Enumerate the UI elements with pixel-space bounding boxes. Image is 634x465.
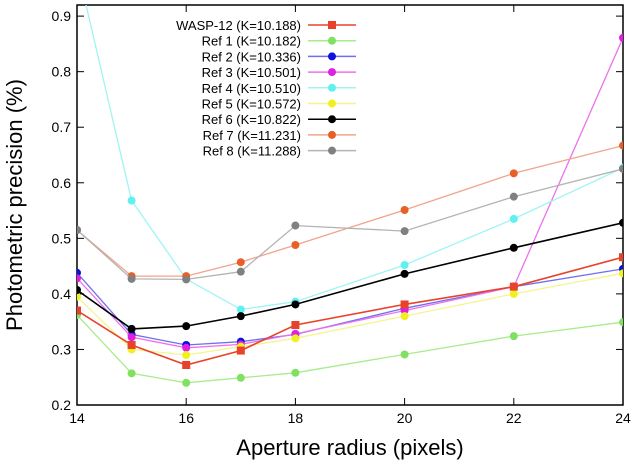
data-point: [291, 334, 300, 343]
data-point: [619, 33, 623, 42]
data-point: [509, 214, 518, 223]
series-line-ref-7: [77, 144, 623, 277]
data-point: [400, 350, 409, 359]
legend-label: Ref 5 (K=10.572): [202, 97, 301, 112]
x-axis-label: Aperture radius (pixels): [236, 435, 463, 460]
legend-label: Ref 2 (K=10.336): [202, 49, 301, 64]
data-point: [400, 269, 409, 278]
data-point: [127, 333, 136, 342]
data-point: [236, 267, 245, 276]
data-point: [400, 300, 409, 309]
legend-label: Ref 1 (K=10.182): [202, 34, 301, 49]
data-point: [291, 241, 300, 249]
legend-swatch-marker: [328, 68, 336, 77]
data-point: [400, 312, 409, 321]
data-point: [77, 274, 81, 283]
data-point: [127, 324, 136, 333]
legend-swatch-marker: [328, 99, 336, 108]
data-point: [77, 286, 81, 294]
data-point: [236, 258, 245, 267]
x-tick-label: 18: [288, 410, 304, 426]
series-line-ref-2: [77, 268, 623, 346]
y-axis-label: Photometric precision (%): [2, 79, 27, 331]
data-point: [182, 322, 191, 331]
legend-swatch-marker: [328, 21, 336, 29]
legend-label: Ref 8 (K=11.288): [203, 144, 301, 159]
data-point: [182, 351, 191, 359]
data-point: [509, 243, 518, 252]
data-point: [127, 196, 136, 205]
data-point: [400, 306, 409, 315]
data-point: [291, 300, 300, 309]
legend-label: Ref 6 (K=10.822): [202, 112, 301, 127]
data-point: [127, 274, 136, 283]
legend-swatch-marker: [328, 115, 336, 124]
data-point: [619, 164, 623, 173]
x-tick-label: 16: [178, 410, 194, 426]
legend-swatch-marker: [328, 36, 336, 45]
data-point: [619, 318, 623, 327]
data-point: [236, 346, 245, 355]
series-line-ref-4: [85, 5, 623, 311]
data-point: [182, 361, 191, 369]
data-point: [127, 369, 136, 378]
y-tick-label: 0.8: [52, 64, 72, 80]
y-tick-label: 0.9: [52, 8, 72, 24]
y-tick-label: 0.7: [52, 119, 72, 135]
data-point: [77, 226, 81, 234]
x-tick-label: 22: [506, 410, 522, 426]
legend-swatch-marker: [328, 146, 336, 155]
data-point: [619, 141, 623, 150]
data-point: [182, 343, 191, 352]
data-point: [509, 169, 518, 178]
plot-frame: [76, 4, 624, 406]
data-point: [509, 192, 518, 201]
x-tick-label: 14: [69, 410, 85, 426]
data-point: [291, 221, 300, 230]
data-point: [182, 378, 191, 387]
legend-label: Ref 3 (K=10.501): [202, 65, 301, 80]
series-layer: [77, 5, 623, 387]
data-point: [291, 321, 300, 329]
legend-swatch-marker: [328, 130, 336, 139]
y-tick-label: 0.3: [52, 341, 72, 357]
y-tick-label: 0.4: [52, 286, 72, 302]
legend-swatch-marker: [328, 83, 336, 92]
data-point: [182, 275, 191, 284]
x-tick-label: 20: [397, 410, 413, 426]
legend-swatch-marker: [328, 52, 336, 61]
data-point: [400, 227, 409, 236]
data-point: [291, 368, 300, 377]
data-point: [236, 305, 245, 314]
y-tick-label: 0.6: [52, 175, 72, 191]
series-line-ref-3: [77, 37, 623, 349]
legend-label: Ref 4 (K=10.510): [202, 81, 301, 96]
data-point: [619, 218, 623, 227]
x-tick-label: 24: [615, 410, 631, 426]
series-line-ref-5: [77, 272, 623, 356]
data-point: [127, 341, 136, 349]
data-point: [509, 332, 518, 341]
data-point: [77, 292, 81, 301]
series-line-ref-8: [77, 168, 623, 281]
data-point: [236, 312, 245, 321]
y-tick-label: 0.2: [52, 397, 72, 413]
data-point: [400, 206, 409, 214]
data-point: [619, 253, 623, 262]
axis-ticks: 14 16 18 20 22 24 0.2 0.3 0.4 0.5 0.6 0.7 0.8 0.9: [52, 5, 631, 426]
data-point: [509, 289, 518, 298]
legend-label: Ref 7 (K=11.231): [203, 128, 301, 143]
series-line-ref-1: [77, 314, 623, 384]
y-tick-label: 0.5: [52, 230, 72, 246]
series-line-ref-6: [77, 222, 623, 330]
data-point: [236, 373, 245, 382]
data-point: [619, 269, 623, 278]
legend: WASP-12 (K=10.188)Ref 1 (K=10.182)Ref 2 …: [176, 18, 356, 159]
series-line-wasp-12: [77, 256, 623, 366]
data-point: [509, 282, 518, 291]
data-point: [400, 261, 409, 269]
data-point: [77, 306, 81, 315]
legend-label: WASP-12 (K=10.188): [176, 18, 301, 33]
